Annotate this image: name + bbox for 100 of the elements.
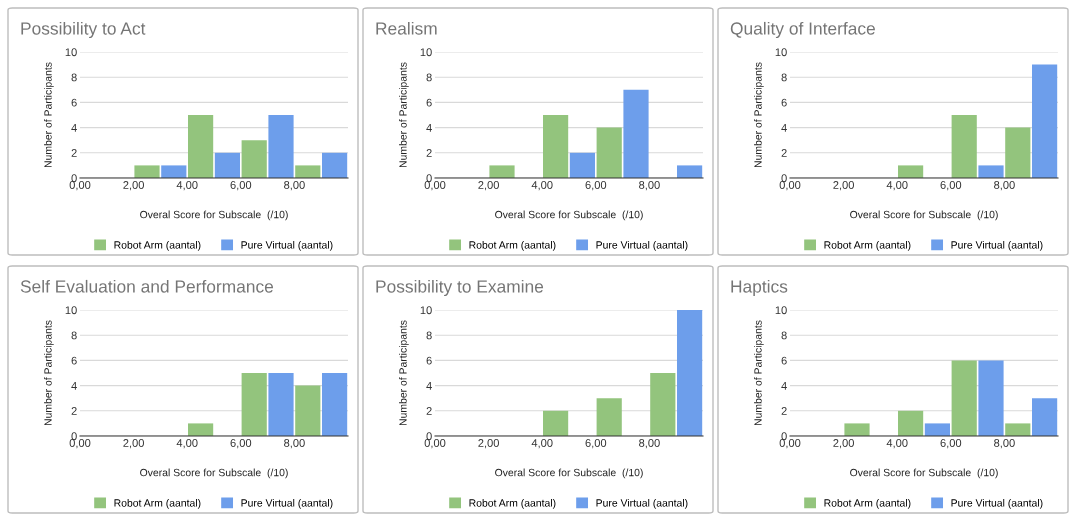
- x-axis-title: Overal Score for Subscale (/10): [140, 468, 288, 479]
- x-tick-label: 8,00: [284, 181, 305, 191]
- x-tick-label: 6,00: [940, 439, 962, 449]
- bar: [978, 165, 1004, 178]
- x-tick-label: 4,00: [886, 439, 908, 449]
- x-axis-title: Overal Score for Subscale (/10): [495, 468, 643, 479]
- x-axis-title: Overal Score for Subscale (/10): [850, 210, 998, 221]
- legend-label: Robot Arm (aantal): [824, 498, 911, 509]
- bar: [951, 360, 977, 436]
- x-tick-label: 8,00: [284, 439, 305, 449]
- y-tick-label: 0: [71, 174, 77, 183]
- chart-title: Haptics: [731, 279, 788, 297]
- x-axis-title: Overal Score for Subscale (/10): [850, 468, 998, 479]
- x-axis-title: Overal Score for Subscale (/10): [495, 210, 643, 221]
- bar: [214, 152, 240, 178]
- bar: [268, 373, 294, 436]
- y-tick-label: 4: [71, 381, 77, 390]
- chart-title: Realism: [376, 21, 437, 35]
- x-tick-label: 2,00: [833, 181, 854, 191]
- bar: [241, 373, 267, 436]
- y-axis-title: Number of Participants: [754, 62, 764, 168]
- bar: [978, 360, 1004, 436]
- y-tick-label: 2: [781, 149, 787, 157]
- y-axis-title: Number of Participants: [399, 62, 409, 168]
- x-tick-label: 2,00: [123, 181, 144, 191]
- y-tick-label: 0: [781, 174, 787, 183]
- chart-title: Possibility to Examine: [376, 279, 544, 297]
- bar: [1032, 64, 1058, 178]
- bar: [543, 115, 569, 178]
- bar: [1005, 423, 1031, 436]
- bar: [596, 398, 622, 436]
- y-tick-label: 8: [71, 73, 77, 82]
- y-tick-label: 10: [775, 48, 787, 57]
- x-tick-label: 0,00: [69, 439, 91, 449]
- y-axis-title: Number of Participants: [44, 62, 54, 168]
- y-tick-label: 2: [781, 407, 787, 415]
- bar: [489, 165, 515, 178]
- y-axis-title: Number of Participants: [399, 320, 409, 426]
- x-axis-title: Overal Score for Subscale (/10): [140, 210, 288, 221]
- bar: [951, 115, 977, 178]
- x-tick-label: 4,00: [886, 181, 908, 191]
- x-tick-label: 2,00: [478, 439, 499, 449]
- x-tick-label: 4,00: [531, 181, 553, 191]
- bar: [677, 165, 703, 178]
- legend-label: Robot Arm (aantal): [469, 240, 556, 251]
- x-tick-label: 8,00: [994, 181, 1015, 191]
- bar: [898, 410, 924, 436]
- bar: [569, 152, 595, 178]
- y-tick-label: 2: [71, 407, 77, 415]
- bar: [295, 165, 321, 178]
- y-tick-label: 10: [420, 48, 432, 57]
- bar: [1005, 127, 1031, 178]
- x-tick-label: 6,00: [585, 439, 607, 449]
- bar: [188, 115, 214, 178]
- y-tick-label: 10: [65, 306, 77, 315]
- bar: [650, 373, 676, 436]
- x-tick-label: 8,00: [639, 181, 660, 191]
- x-tick-label: 6,00: [585, 181, 607, 191]
- y-tick-label: 2: [426, 149, 432, 157]
- y-tick-label: 10: [420, 306, 432, 315]
- bar: [677, 310, 703, 436]
- y-tick-label: 6: [71, 356, 77, 365]
- x-tick-label: 0,00: [424, 181, 446, 191]
- x-tick-label: 0,00: [779, 439, 801, 449]
- legend-label: Pure Virtual (aantal): [241, 498, 333, 509]
- bar: [134, 165, 160, 178]
- legend-label: Pure Virtual (aantal): [951, 498, 1043, 509]
- y-tick-label: 6: [71, 98, 77, 107]
- bar: [623, 89, 649, 178]
- y-tick-label: 10: [775, 306, 787, 315]
- y-axis-title: Number of Participants: [754, 320, 764, 426]
- y-tick-label: 4: [781, 123, 787, 132]
- legend-label: Robot Arm (aantal): [469, 498, 556, 509]
- chart-title: Quality of Interface: [730, 21, 875, 39]
- x-tick-label: 2,00: [478, 181, 499, 191]
- x-tick-label: 0,00: [69, 181, 91, 191]
- legend-label: Robot Arm (aantal): [114, 240, 201, 251]
- legend-label: Robot Arm (aantal): [824, 240, 911, 251]
- y-tick-label: 0: [426, 432, 432, 441]
- y-tick-label: 0: [71, 432, 77, 441]
- y-tick-label: 4: [781, 381, 787, 390]
- x-tick-label: 2,00: [833, 439, 854, 449]
- y-tick-label: 4: [426, 123, 432, 132]
- chart-title: Self Evaluation and Performance: [20, 279, 274, 293]
- legend-label: Pure Virtual (aantal): [951, 240, 1043, 251]
- bar: [241, 140, 267, 178]
- y-tick-label: 4: [71, 123, 77, 132]
- y-tick-label: 8: [781, 331, 787, 340]
- y-tick-label: 2: [71, 149, 77, 157]
- x-tick-label: 0,00: [424, 439, 446, 449]
- bar: [898, 165, 924, 178]
- y-tick-label: 0: [781, 432, 787, 441]
- x-tick-label: 6,00: [230, 439, 252, 449]
- y-tick-label: 10: [65, 48, 77, 57]
- chart-title: Possibility to Act: [21, 21, 146, 39]
- bar: [543, 410, 569, 436]
- x-tick-label: 8,00: [639, 439, 660, 449]
- x-tick-label: 4,00: [531, 439, 553, 449]
- legend-label: Robot Arm (aantal): [114, 498, 201, 509]
- bar: [322, 152, 348, 178]
